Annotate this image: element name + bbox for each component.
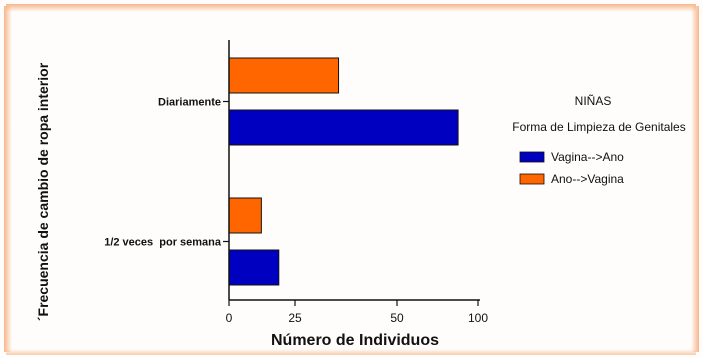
x-tick-label-100: 100: [468, 311, 488, 325]
x-axis-title: Número de Individuos: [271, 332, 439, 349]
bar-ano-vagina-0: [228, 57, 340, 94]
bar-vagina-ano-0: [228, 109, 459, 146]
category-label-1: 1/2 veces por semana: [104, 237, 222, 249]
x-tick-label-25: 25: [288, 311, 302, 325]
legend-label-0: Vagina-->Ano: [551, 150, 624, 164]
legend: Vagina-->Ano Ano-->Vagina: [519, 150, 624, 186]
frame-border-left: [4, 6, 12, 352]
legend-label-1: Ano-->Vagina: [551, 172, 624, 186]
bar-ano-vagina-1: [228, 197, 262, 234]
legend-heading: NIÑAS: [575, 94, 612, 108]
category-labels-group: Diariamente 1/2 veces por semana: [104, 97, 229, 249]
category-label-0: Diariamente: [158, 97, 221, 109]
legend-swatch-1: [519, 173, 545, 185]
x-tick-label-50: 50: [390, 311, 404, 325]
frame-border-right: [691, 6, 699, 352]
legend-title: Forma de Limpieza de Genitales: [512, 120, 685, 134]
frame-border-bottom: [6, 349, 696, 355]
x-tick-label-0: 0: [226, 311, 233, 325]
legend-swatch-0: [519, 151, 545, 163]
y-axis-title: ´Frecuencia de cambio de ropa interior: [35, 62, 51, 321]
frame-border-top: [6, 4, 696, 12]
bar-vagina-ano-1: [228, 249, 280, 286]
x-ticks-group: 0 25 50 100: [226, 300, 488, 325]
bars-group: [228, 57, 459, 286]
